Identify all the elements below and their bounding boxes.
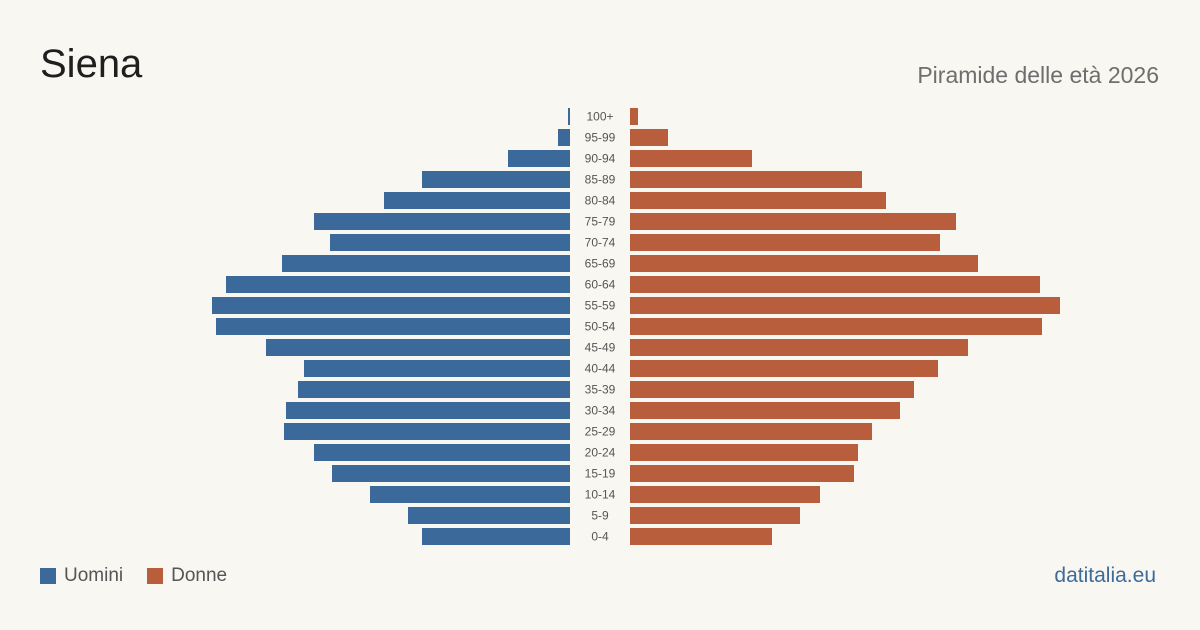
legend-swatch-women: [147, 568, 164, 584]
bar-women-55-59: [630, 297, 1060, 314]
bar-men-75-79: [314, 213, 570, 230]
bar-men-60-64: [226, 276, 570, 293]
bar-men-70-74: [330, 234, 570, 251]
bar-men-20-24: [314, 444, 570, 461]
bar-women-25-29: [630, 423, 872, 440]
bar-men-35-39: [298, 381, 570, 398]
bar-men-95-99: [558, 129, 570, 146]
age-label-20-24: 20-24: [585, 446, 616, 460]
bar-women-90-94: [630, 150, 752, 167]
bar-women-80-84: [630, 192, 886, 209]
bar-men-0-4: [422, 528, 570, 545]
bar-women-50-54: [630, 318, 1042, 335]
bar-men-80-84: [384, 192, 570, 209]
bar-women-45-49: [630, 339, 968, 356]
bar-men-25-29: [284, 423, 570, 440]
bar-men-90-94: [508, 150, 570, 167]
legend-item-women: Donne: [147, 565, 227, 587]
bar-women-100plus: [630, 108, 638, 125]
age-label-5-9: 5-9: [591, 509, 609, 523]
bar-women-15-19: [630, 465, 854, 482]
age-label-60-64: 60-64: [585, 278, 616, 292]
bar-men-65-69: [282, 255, 570, 272]
bar-women-10-14: [630, 486, 820, 503]
age-label-40-44: 40-44: [585, 362, 616, 376]
source-link[interactable]: datitalia.eu: [1054, 564, 1156, 587]
bar-women-30-34: [630, 402, 900, 419]
bar-men-50-54: [216, 318, 570, 335]
bar-men-55-59: [212, 297, 570, 314]
bar-women-0-4: [630, 528, 772, 545]
age-label-90-94: 90-94: [585, 152, 616, 166]
bar-men-5-9: [408, 507, 570, 524]
age-label-15-19: 15-19: [585, 467, 616, 481]
age-label-45-49: 45-49: [585, 341, 616, 355]
age-label-50-54: 50-54: [585, 320, 616, 334]
bar-men-30-34: [286, 402, 570, 419]
age-label-35-39: 35-39: [585, 383, 616, 397]
bar-men-15-19: [332, 465, 570, 482]
bar-women-40-44: [630, 360, 938, 377]
legend-label-men: Uomini: [64, 565, 124, 586]
bar-women-60-64: [630, 276, 1040, 293]
bar-women-65-69: [630, 255, 978, 272]
chart-title: Siena: [40, 42, 143, 86]
chart-subtitle: Piramide delle età 2026: [917, 62, 1159, 88]
bar-women-35-39: [630, 381, 914, 398]
age-label-75-79: 75-79: [585, 215, 616, 229]
bar-men-85-89: [422, 171, 570, 188]
age-label-10-14: 10-14: [585, 488, 616, 502]
bar-men-100plus: [568, 108, 570, 125]
age-label-25-29: 25-29: [585, 425, 616, 439]
age-label-65-69: 65-69: [585, 257, 616, 271]
bar-women-70-74: [630, 234, 940, 251]
bar-men-40-44: [304, 360, 570, 377]
bar-men-10-14: [370, 486, 570, 503]
age-label-100plus: 100+: [586, 110, 613, 124]
age-label-85-89: 85-89: [585, 173, 616, 187]
age-label-55-59: 55-59: [585, 299, 616, 313]
bar-women-75-79: [630, 213, 956, 230]
bar-men-45-49: [266, 339, 570, 356]
legend: Uomini Donne: [40, 565, 251, 587]
legend-item-men: Uomini: [40, 565, 123, 587]
age-label-70-74: 70-74: [585, 236, 616, 250]
age-label-80-84: 80-84: [585, 194, 616, 208]
age-label-0-4: 0-4: [591, 530, 609, 544]
bar-women-20-24: [630, 444, 858, 461]
legend-swatch-men: [40, 568, 56, 584]
age-label-95-99: 95-99: [585, 131, 616, 145]
age-label-30-34: 30-34: [585, 404, 616, 418]
bar-women-85-89: [630, 171, 862, 188]
legend-label-women: Donne: [171, 565, 228, 586]
bar-women-5-9: [630, 507, 800, 524]
bar-women-95-99: [630, 129, 668, 146]
